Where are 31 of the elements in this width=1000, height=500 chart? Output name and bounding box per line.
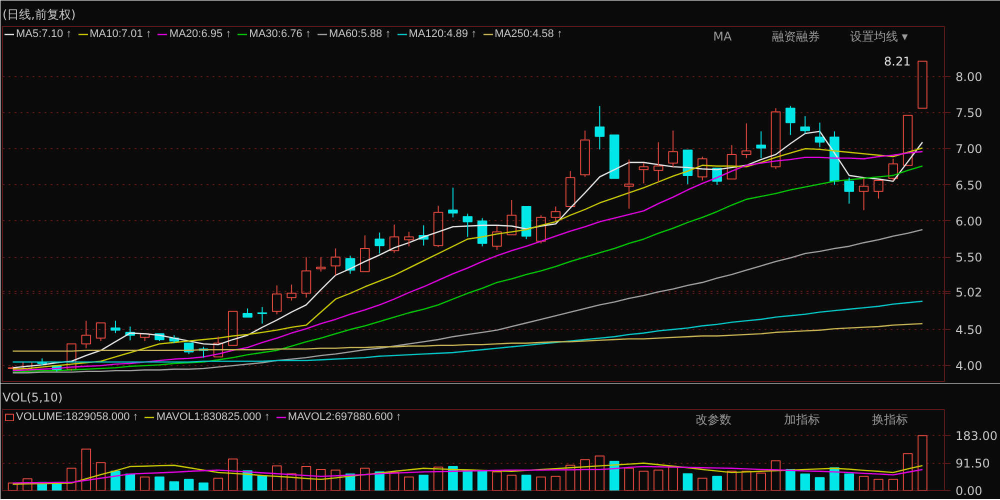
y-tick-label: 8.00 <box>956 70 982 84</box>
legend-label: MAVOL2:697880.600 ↑ <box>288 411 402 423</box>
legend-label: MAVOL1:830825.000 ↑ <box>156 411 270 423</box>
y-tick-label: 6.00 <box>956 214 982 228</box>
y-tick-label: 91.50 <box>956 456 990 471</box>
annotation: 加指标 <box>784 412 820 426</box>
annotation: 改参数 <box>696 412 732 426</box>
annotation: 融资融券 <box>772 30 820 44</box>
legend-label: MA5:7.10 ↑ <box>16 28 72 40</box>
annotation: 换指标 <box>872 412 908 426</box>
legend-label: VOLUME:1829058.000 ↑ <box>16 411 138 423</box>
legend-label: MA120:4.89 ↑ <box>408 28 477 40</box>
annotation: 设置均线 ▾ <box>850 30 908 44</box>
y-tick-label: 0.00 <box>956 484 982 498</box>
chart-title: VOL(5,10) <box>2 390 63 404</box>
y-tick-label: 6.50 <box>956 178 982 192</box>
legend-label: MA250:4.58 ↑ <box>494 28 562 40</box>
y-tick-label: 7.50 <box>956 106 982 120</box>
annotation: 8.21 <box>884 54 911 69</box>
legend-label: MA60:5.88 ↑ <box>328 28 391 40</box>
annotation: MA <box>713 30 733 44</box>
chart-title: (日线,前复权) <box>2 8 76 22</box>
legend-label: MA10:7.01 ↑ <box>90 28 152 40</box>
y-tick-label: 4.50 <box>956 322 982 337</box>
y-tick-label: 183.00 <box>956 429 998 444</box>
y-tick-label: 5.50 <box>956 250 982 265</box>
legend-label: MA30:6.76 ↑ <box>249 28 311 40</box>
y-tick-label: 5.02 <box>956 285 982 300</box>
legend-label: MA20:6.95 ↑ <box>169 28 232 40</box>
y-tick-label: 4.00 <box>956 359 982 374</box>
y-tick-label: 7.00 <box>956 142 982 156</box>
